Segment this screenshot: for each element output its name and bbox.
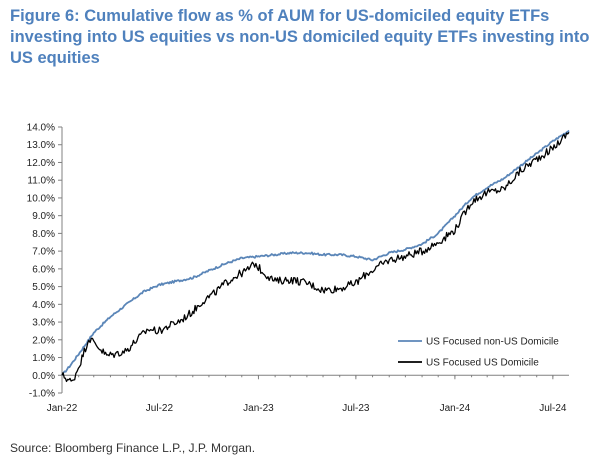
x-tick-label: Jan-22 <box>47 403 78 414</box>
y-tick-label: 8.0% <box>32 229 55 240</box>
x-tick-label: Jul-23 <box>342 403 370 414</box>
y-tick-label: 9.0% <box>32 211 55 222</box>
chart-axes: -1.0% 0.0% 1.0% 2.0% 3.0% 4.0% 5.0% 6.0% 7.0% 8.0… <box>27 123 569 414</box>
series-layer <box>61 129 570 383</box>
x-tick-label: Jan-24 <box>440 403 471 414</box>
y-tick-label: 6.0% <box>32 264 55 275</box>
y-tick-label: 14.0% <box>27 123 55 134</box>
x-tick-label: Jul-22 <box>146 403 174 414</box>
x-tick-label: Jul-24 <box>539 403 567 414</box>
y-tick-label: 4.0% <box>32 300 55 311</box>
y-tick-label: 3.0% <box>32 318 55 329</box>
series-line-non-us-domicile <box>61 129 570 376</box>
y-tick-label: 12.0% <box>27 158 55 169</box>
y-tick-label: 2.0% <box>32 335 55 346</box>
y-tick-label: 7.0% <box>32 247 55 258</box>
y-tick-label: -1.0% <box>29 389 55 400</box>
legend-label: US Focused US Domicile <box>426 358 539 369</box>
chart-title: Figure 6: Cumulative flow as % of AUM fo… <box>10 7 590 67</box>
series-line-us-domicile <box>61 131 570 383</box>
y-tick-label: 13.0% <box>27 140 55 151</box>
legend-label: US Focused non-US Domicile <box>426 337 559 348</box>
y-tick-label: 10.0% <box>27 193 55 204</box>
y-tick-label: 11.0% <box>27 176 55 187</box>
y-tick-label: 1.0% <box>32 353 55 364</box>
y-tick-label: 0.0% <box>32 371 55 382</box>
y-tick-label: 5.0% <box>32 282 55 293</box>
chart-legend: US Focused non-US Domicile US Focused US … <box>398 337 559 369</box>
x-tick-label: Jan-23 <box>243 403 274 414</box>
source-note: Source: Bloomberg Finance L.P., J.P. Mor… <box>10 441 256 455</box>
